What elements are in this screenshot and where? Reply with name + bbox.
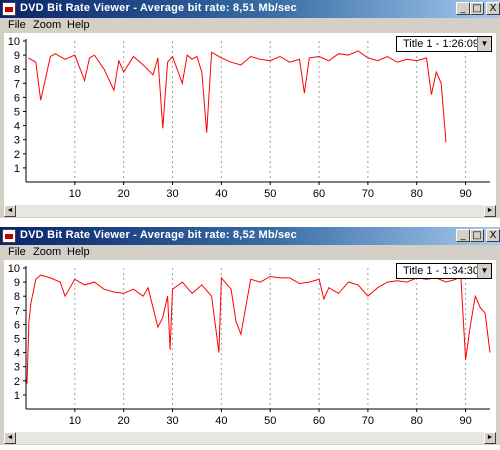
x-tick-label: 50 [264,415,276,427]
menu-zoom[interactable]: Zoom [33,246,62,258]
horizontal-scrollbar[interactable]: ◄ ► [4,205,496,217]
menu-file[interactable]: File [8,19,26,31]
x-tick-label: 20 [118,188,130,200]
y-tick-label: 1 [14,390,20,402]
minimize-button[interactable]: _ [456,229,470,242]
x-tick-label: 90 [459,415,471,427]
scroll-right-button[interactable]: ► [484,205,496,217]
x-tick-label: 80 [411,415,423,427]
menu-help[interactable]: Help [67,19,90,31]
x-tick-label: 30 [166,188,178,200]
scroll-left-button[interactable]: ◄ [4,205,16,217]
bitrate-window-2: DVD Bit Rate Viewer - Average bit rate: … [0,227,500,445]
y-tick-label: 6 [14,92,20,104]
x-tick-label: 60 [313,188,325,200]
minimize-button[interactable]: _ [456,2,470,15]
x-tick-label: 10 [69,415,81,427]
x-tick-label: 10 [69,188,81,200]
menu-file[interactable]: File [8,246,26,258]
y-tick-label: 8 [14,64,20,76]
x-tick-label: 40 [215,188,227,200]
close-button[interactable]: X [486,229,500,242]
y-tick-label: 6 [14,319,20,331]
maximize-button[interactable]: □ [470,229,484,242]
bitrate-window-1: DVD Bit Rate Viewer - Average bit rate: … [0,0,500,218]
close-button[interactable]: X [486,2,500,15]
window-title: DVD Bit Rate Viewer - Average bit rate: … [20,229,297,241]
app-icon[interactable] [2,2,16,16]
y-tick-label: 7 [14,78,20,90]
chevron-down-icon[interactable]: ▼ [477,37,491,51]
x-tick-label: 30 [166,415,178,427]
y-tick-label: 2 [14,149,20,161]
x-tick-label: 80 [411,188,423,200]
bitrate-series-line [26,272,491,384]
y-tick-label: 10 [8,36,20,48]
y-tick-label: 3 [14,135,20,147]
x-tick-label: 90 [459,188,471,200]
chevron-down-icon[interactable]: ▼ [477,264,491,278]
y-tick-label: 1 [14,163,20,175]
y-tick-label: 7 [14,305,20,317]
title-select[interactable]: Title 1 - 1:26:09 ▼ [396,36,492,52]
title-bar[interactable]: DVD Bit Rate Viewer - Average bit rate: … [0,0,500,18]
y-tick-label: 5 [14,107,20,119]
menu-bar: File Zoom Help [0,18,500,33]
menu-help[interactable]: Help [67,246,90,258]
title-select-value: Title 1 - 1:34:30 [403,265,480,277]
x-tick-label: 70 [362,188,374,200]
title-select[interactable]: Title 1 - 1:34:30 ▼ [396,263,492,279]
y-tick-label: 9 [14,50,20,62]
x-tick-label: 20 [118,415,130,427]
bitrate-plot: 1 2 3 4 5 6 7 8 9 10 10 20 30 40 50 60 70 80 90 Title 1 - … [4,33,496,205]
maximize-button[interactable]: □ [470,2,484,15]
bitrate-chart: 1 2 3 4 5 6 7 8 9 10 10 20 30 40 50 60 70 80 90 [8,36,490,200]
scroll-right-button[interactable]: ► [484,432,496,444]
x-tick-label: 70 [362,415,374,427]
y-tick-label: 4 [14,121,20,133]
y-tick-label: 4 [14,348,20,360]
title-bar[interactable]: DVD Bit Rate Viewer - Average bit rate: … [0,227,500,245]
y-tick-label: 8 [14,291,20,303]
bitrate-chart: 1 2 3 4 5 6 7 8 9 10 10 20 30 40 50 60 70 80 90 [8,263,491,427]
x-tick-label: 60 [313,415,325,427]
x-tick-label: 40 [215,415,227,427]
scroll-left-button[interactable]: ◄ [4,432,16,444]
bitrate-series-line [28,50,447,143]
y-tick-label: 10 [8,263,20,275]
window-title: DVD Bit Rate Viewer - Average bit rate: … [20,2,297,14]
x-tick-label: 50 [264,188,276,200]
y-tick-label: 5 [14,334,20,346]
app-icon[interactable] [2,229,16,243]
y-tick-label: 9 [14,277,20,289]
title-select-value: Title 1 - 1:26:09 [403,38,480,50]
y-tick-label: 3 [14,362,20,374]
horizontal-scrollbar[interactable]: ◄ ► [4,432,496,444]
menu-zoom[interactable]: Zoom [33,19,62,31]
menu-bar: File Zoom Help [0,245,500,260]
bitrate-plot: 1 2 3 4 5 6 7 8 9 10 10 20 30 40 50 60 70 80 90 Title 1 - … [4,260,496,432]
y-tick-label: 2 [14,376,20,388]
